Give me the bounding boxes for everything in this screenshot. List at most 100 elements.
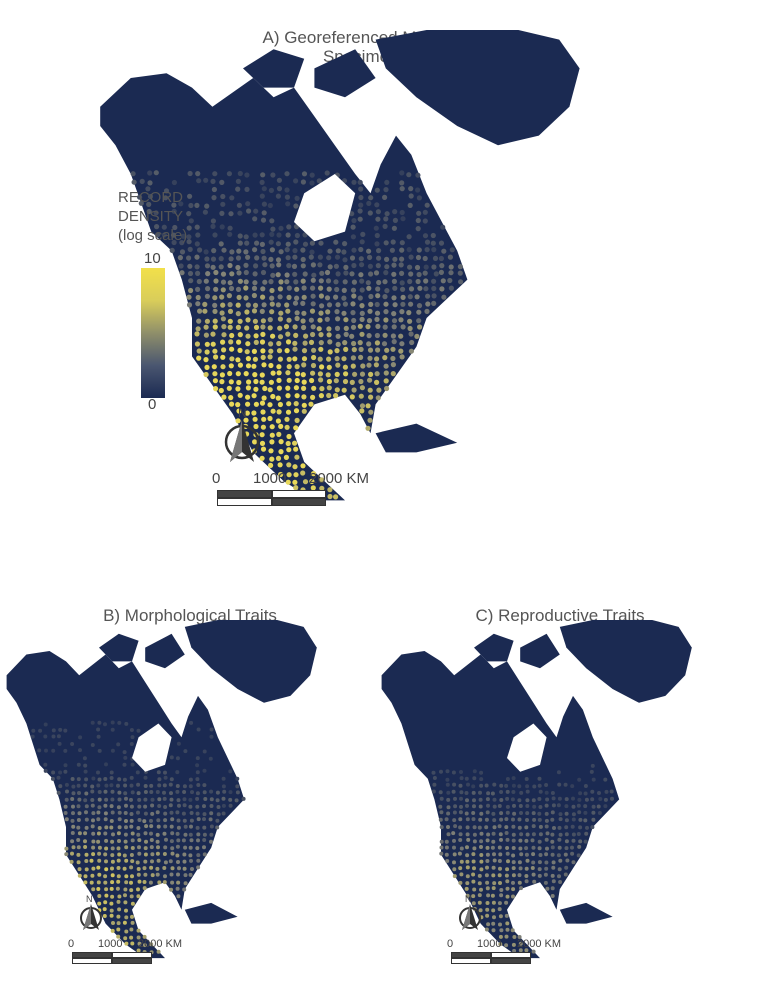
density-cell (458, 810, 463, 815)
density-cell (129, 894, 134, 899)
density-cell (326, 255, 332, 261)
density-cell (407, 278, 413, 285)
density-cell (391, 339, 397, 345)
density-cell (358, 272, 364, 278)
density-cell (366, 318, 373, 324)
density-cell (391, 318, 398, 324)
density-cell (169, 872, 174, 877)
density-cell (375, 347, 381, 353)
density-cell (571, 832, 576, 837)
density-cell (452, 867, 457, 872)
density-cell (465, 845, 469, 850)
density-cell (196, 865, 201, 870)
density-cell (333, 294, 339, 300)
density-cell (181, 838, 186, 843)
density-cell (532, 879, 537, 884)
density-cell (431, 300, 437, 306)
density-cell (110, 789, 115, 794)
density-cell (544, 783, 549, 787)
density-cell (275, 418, 281, 424)
density-cell (268, 341, 274, 347)
density-cell (504, 900, 509, 905)
density-cell (333, 378, 339, 384)
density-cell (252, 416, 258, 422)
density-cell (431, 285, 437, 292)
density-cell (260, 286, 266, 292)
density-cell (208, 817, 213, 822)
density-cell (129, 775, 134, 780)
density-cell (498, 832, 503, 837)
density-cell (123, 887, 128, 892)
density-cell (400, 286, 406, 292)
density-cell (457, 851, 462, 856)
density-cell (408, 193, 414, 199)
density-cell (452, 845, 456, 850)
density-cell (172, 224, 178, 231)
density-cell (525, 818, 529, 822)
density-cell (478, 804, 483, 809)
density-cell (204, 293, 210, 299)
density-cell (84, 791, 89, 796)
density-cell (122, 750, 127, 755)
density-cell (71, 784, 76, 789)
density-cell (478, 790, 482, 795)
density-cell (499, 790, 504, 794)
density-cell (465, 803, 469, 808)
density-cell (129, 853, 134, 857)
density-cell (399, 256, 405, 262)
density-cell (365, 425, 371, 431)
density-cell (416, 318, 422, 324)
scale-label-2000-b: 2000 KM (138, 938, 183, 950)
density-cell (531, 949, 536, 954)
density-cell (310, 277, 316, 283)
density-cell (243, 269, 249, 276)
density-cell (276, 186, 283, 192)
density-cell (471, 894, 476, 899)
density-cell (83, 839, 87, 844)
density-cell (110, 846, 115, 851)
density-cell (251, 308, 258, 314)
density-cell (301, 362, 307, 368)
density-cell (538, 789, 543, 794)
density-cell (195, 301, 201, 307)
density-cell (486, 791, 491, 796)
density-cell (478, 797, 483, 802)
density-cell (122, 853, 127, 858)
density-cell (583, 784, 588, 788)
density-cell (472, 776, 477, 781)
density-cell (439, 769, 443, 774)
density-cell (326, 378, 332, 385)
density-cell (531, 832, 536, 837)
density-cell (368, 301, 374, 307)
density-cell (537, 776, 542, 781)
density-cell (366, 200, 372, 206)
density-cell (545, 846, 549, 851)
density-cell (557, 845, 562, 850)
density-cell (261, 186, 267, 192)
density-cell (253, 401, 259, 407)
density-cell (137, 818, 142, 822)
density-cell (161, 224, 167, 230)
density-cell (359, 287, 365, 293)
density-cell (438, 255, 444, 262)
density-cell (301, 310, 307, 316)
density-cell (367, 263, 373, 269)
density-cell (383, 317, 389, 323)
density-cell (511, 783, 516, 788)
density-cell (591, 810, 596, 815)
density-cell (182, 852, 187, 857)
density-cell (498, 942, 503, 947)
density-cell (116, 874, 121, 879)
density-cell (334, 371, 340, 377)
density-cell (333, 263, 339, 269)
density-cell (243, 371, 249, 377)
density-cell (130, 874, 134, 879)
density-cell (162, 195, 169, 201)
density-cell (109, 913, 114, 918)
density-cell (96, 880, 101, 885)
density-cell (545, 831, 550, 836)
density-cell (349, 379, 355, 385)
density-cell (479, 831, 484, 836)
density-cell (531, 872, 536, 877)
density-cell (143, 831, 148, 836)
